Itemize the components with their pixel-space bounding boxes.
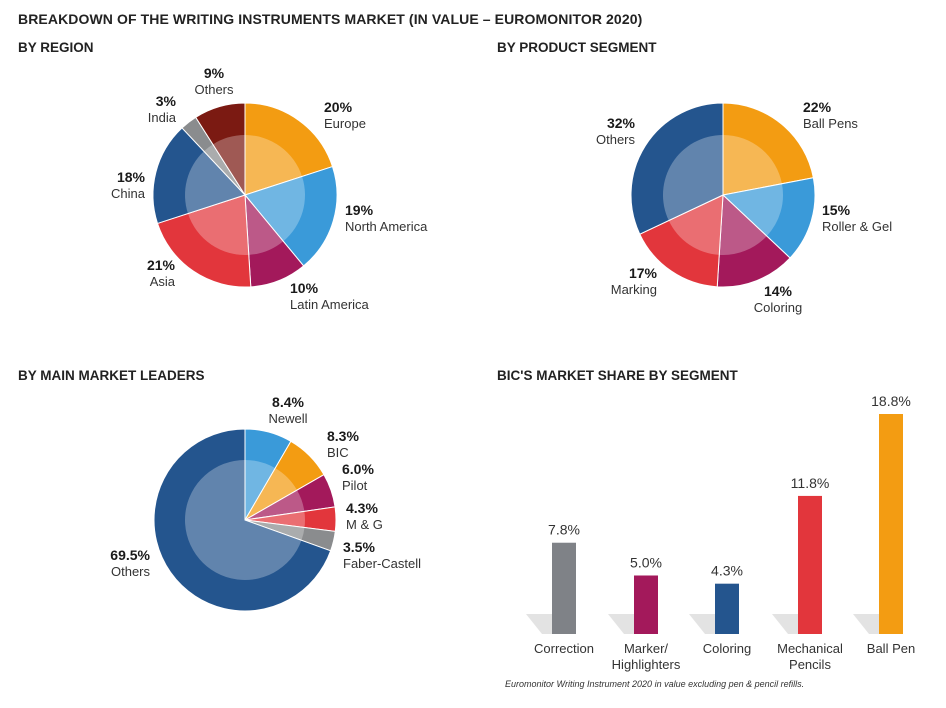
bar-mechanical-pencils bbox=[798, 495, 822, 634]
region-label-china: China bbox=[111, 186, 146, 201]
leaders-slice-pilot-inner bbox=[245, 490, 305, 520]
leaders-pct-others: 69.5% bbox=[110, 547, 150, 563]
region-slice-asia-inner bbox=[187, 195, 249, 255]
leaders-label-pilot: Pilot bbox=[342, 478, 368, 493]
region-slice-others-inner bbox=[212, 135, 245, 195]
segment-slice-roller-gel bbox=[721, 177, 816, 259]
region-slice-asia bbox=[156, 194, 252, 288]
segment-pct-coloring: 14% bbox=[764, 283, 793, 299]
segment-pct-marking: 17% bbox=[629, 265, 658, 281]
region-pct-others: 9% bbox=[204, 65, 225, 81]
region-label-others: Others bbox=[194, 82, 234, 97]
region-slice-others bbox=[195, 102, 246, 197]
leaders-label-m-g: M & G bbox=[346, 517, 383, 532]
bar-correction bbox=[552, 542, 576, 634]
leaders-label-newell: Newell bbox=[268, 411, 307, 426]
bar-value-correction: 7.8% bbox=[548, 522, 580, 538]
leaders-slice-newell-inner bbox=[245, 460, 276, 520]
region-pct-latin-america: 10% bbox=[290, 280, 319, 296]
segment-label-coloring: Coloring bbox=[754, 300, 802, 315]
segment-section-title: BY PRODUCT SEGMENT bbox=[497, 40, 657, 55]
bar-shadow-correction bbox=[526, 614, 552, 634]
region-slice-latin-america-inner bbox=[245, 195, 284, 255]
bar-marker-highlighters bbox=[634, 575, 658, 634]
segment-pct-roller-gel: 15% bbox=[822, 202, 851, 218]
leaders-slice-others-inner bbox=[184, 460, 302, 581]
region-pct-india: 3% bbox=[156, 93, 177, 109]
region-label-asia: Asia bbox=[150, 274, 176, 289]
bar-shadow-mechanical-pencils bbox=[772, 614, 798, 634]
region-label-north-america: North America bbox=[345, 219, 428, 234]
leaders-pct-pilot: 6.0% bbox=[342, 461, 374, 477]
segment-label-ball-pens: Ball Pens bbox=[803, 116, 858, 131]
segment-label-roller-gel: Roller & Gel bbox=[822, 219, 892, 234]
bic-share-section-title: BIC'S MARKET SHARE BY SEGMENT bbox=[497, 368, 738, 383]
bar-value-ball-pen: 18.8% bbox=[871, 393, 911, 409]
leaders-pct-faber-castell: 3.5% bbox=[343, 539, 375, 555]
region-label-latin-america: Latin America bbox=[290, 297, 370, 312]
bar-value-coloring: 4.3% bbox=[711, 563, 743, 579]
leaders-slice-bic-inner bbox=[245, 468, 298, 520]
bar-shadow-coloring bbox=[689, 614, 715, 634]
segment-slice-marking bbox=[639, 194, 724, 288]
leaders-label-bic: BIC bbox=[327, 445, 349, 460]
segment-pct-others: 32% bbox=[607, 115, 636, 131]
bar-shadow-marker-highlighters bbox=[608, 614, 634, 634]
segment-label-marking: Marking bbox=[611, 282, 657, 297]
leaders-slice-m-g-inner bbox=[245, 511, 305, 528]
bar-shadow-ball-pen bbox=[853, 614, 879, 634]
segment-pct-ball-pens: 22% bbox=[803, 99, 832, 115]
region-slice-europe bbox=[244, 102, 334, 196]
segment-slice-roller-gel-inner bbox=[723, 183, 784, 237]
region-label-india: India bbox=[148, 110, 177, 125]
leaders-label-others: Others bbox=[111, 564, 151, 579]
segment-slice-coloring-inner bbox=[719, 195, 767, 255]
region-section-title: BY REGION bbox=[18, 40, 94, 55]
region-label-europe: Europe bbox=[324, 116, 366, 131]
region-slice-europe-inner bbox=[245, 135, 303, 195]
region-slice-north-america-inner bbox=[245, 176, 305, 242]
segment-slice-others-inner bbox=[662, 135, 723, 221]
bar-category-ball-pen: Ball Pen bbox=[867, 641, 915, 656]
region-slice-north-america bbox=[244, 165, 338, 267]
segment-pie-chart: 22%Ball Pens 15%Roller & Gel 14%Coloring 17… bbox=[596, 99, 892, 315]
segment-slice-ball-pens bbox=[722, 102, 814, 196]
footnote: Euromonitor Writing Instrument 2020 in v… bbox=[505, 679, 805, 689]
region-slice-china bbox=[152, 127, 246, 225]
segment-slice-marking-inner bbox=[668, 195, 723, 255]
bar-value-mechanical-pencils: 11.8% bbox=[791, 475, 830, 491]
region-pct-asia: 21% bbox=[147, 257, 176, 273]
segment-slice-coloring bbox=[716, 193, 791, 288]
region-pct-china: 18% bbox=[117, 169, 146, 185]
bic-share-bar-chart: 7.8% Correction 5.0% Marker/Highlighters 4.3… bbox=[526, 393, 915, 672]
bar-coloring bbox=[715, 583, 739, 634]
leaders-slice-others bbox=[153, 428, 332, 612]
segment-slice-others bbox=[630, 102, 724, 235]
region-slice-china-inner bbox=[185, 151, 245, 214]
page-title: BREAKDOWN OF THE WRITING INSTRUMENTS MAR… bbox=[18, 11, 643, 27]
bar-category-marker-highlighters: Marker/Highlighters bbox=[612, 641, 681, 672]
leaders-section-title: BY MAIN MARKET LEADERS bbox=[18, 368, 205, 383]
region-pct-europe: 20% bbox=[324, 99, 353, 115]
region-pie-chart: 20%Europe 19%North America 10%Latin Americ… bbox=[111, 65, 428, 312]
region-slice-india-inner bbox=[203, 144, 245, 195]
segment-label-others: Others bbox=[596, 132, 636, 147]
bar-value-marker-highlighters: 5.0% bbox=[630, 554, 662, 570]
bar-category-correction: Correction bbox=[534, 641, 594, 656]
leaders-label-faber-castell: Faber-Castell bbox=[343, 556, 421, 571]
region-pct-north-america: 19% bbox=[345, 202, 374, 218]
leaders-pct-newell: 8.4% bbox=[272, 394, 304, 410]
segment-slice-ball-pens-inner bbox=[723, 135, 782, 195]
bar-category-coloring: Coloring bbox=[703, 641, 751, 656]
bar-ball-pen bbox=[879, 414, 903, 634]
bar-category-mechanical-pencils: Mechanical Pencils bbox=[777, 641, 843, 672]
leaders-pct-bic: 8.3% bbox=[327, 428, 359, 444]
leaders-pct-m-g: 4.3% bbox=[346, 500, 378, 516]
